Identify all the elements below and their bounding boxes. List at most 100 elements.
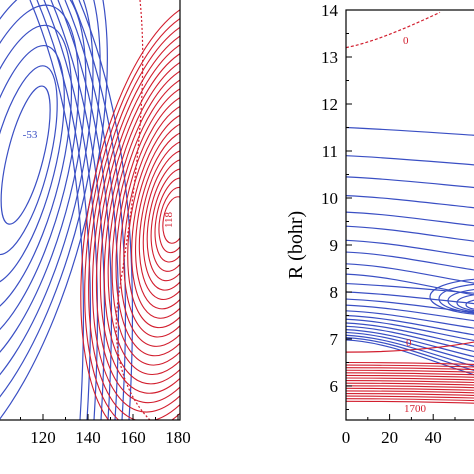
red-contour-line [158, 186, 180, 254]
blue-contour-line [0, 0, 108, 420]
red-contour-line [138, 139, 180, 301]
blue-contour-line [0, 0, 94, 408]
blue-contour-line [429, 278, 474, 315]
blue-contour-line [78, 0, 134, 420]
right-y-tick-label: 11 [322, 142, 338, 161]
blue-contour-line [346, 126, 474, 136]
blue-contour-line [346, 291, 474, 305]
right-x-tick-label: 40 [425, 428, 442, 447]
red-contour-line [154, 177, 180, 263]
red-contour-line [131, 121, 180, 319]
blue-contour-line [346, 239, 474, 258]
left-x-tick-label: 180 [165, 428, 191, 447]
red-contour-line [162, 196, 180, 244]
contour-label-1700: 1700 [404, 403, 427, 415]
blue-contour-line [346, 282, 474, 294]
blue-contour-line [346, 304, 474, 322]
red-contour-line [346, 367, 474, 371]
right-y-tick-label: 8 [330, 283, 339, 302]
blue-contour-line [456, 294, 474, 312]
blue-contour-line [346, 251, 474, 271]
red-contour-line [346, 382, 474, 386]
red-contour-line [150, 168, 180, 272]
blue-contour-line [0, 65, 58, 256]
right-contour-lines [346, 11, 474, 404]
y-axis-label: R (bohr) [285, 211, 307, 279]
blue-contour-line [346, 318, 474, 342]
blue-contour-line [346, 339, 474, 376]
red-contour-line [99, 46, 180, 394]
red-contour-line [142, 149, 180, 291]
red-contour-line [88, 18, 180, 420]
right-contour-panel: 0 20 40 6 7 8 9 10 11 12 13 14 R (bohr) 0 0 1700 [285, 1, 474, 447]
right-y-axis: 6 7 8 9 10 11 12 13 14 [321, 1, 352, 410]
left-contour-panel: 120 140 160 180 -53 118 [0, 0, 191, 447]
blue-contour-line [447, 289, 474, 313]
red-contour-line [80, 0, 180, 420]
blue-contour-line [438, 283, 474, 314]
red-contour-line [346, 372, 474, 376]
red-contour-line [346, 361, 474, 365]
blue-contour-line [346, 314, 474, 336]
red-contour-line [346, 385, 474, 389]
red-contour-line [119, 93, 180, 347]
blue-contour-line [346, 155, 474, 166]
blue-contour-line [0, 24, 73, 317]
left-x-tick-label: 140 [75, 428, 101, 447]
left-plot-frame [0, 0, 181, 421]
contour-label-118: 118 [163, 211, 175, 228]
red-contour-line [84, 8, 180, 420]
right-x-axis: 0 20 40 [342, 414, 456, 447]
red-contour-line [103, 55, 180, 385]
left-x-axis: 120 140 160 180 [20, 414, 191, 447]
left-x-tick-label: 160 [120, 428, 146, 447]
red-contour-line [134, 130, 180, 310]
left-x-tick-label: 120 [30, 428, 56, 447]
left-contour-lines [0, 0, 180, 420]
red-contour-line [346, 400, 474, 404]
contour-label-zero-top: 0 [403, 35, 409, 47]
blue-contour-line [0, 0, 87, 377]
red-contour-line [346, 374, 474, 378]
blue-contour-line [346, 325, 474, 353]
blue-contour-line [346, 176, 474, 189]
right-y-tick-label: 13 [321, 48, 338, 67]
red-contour-line [346, 398, 474, 402]
right-y-tick-label: 14 [321, 1, 339, 20]
zero-contour-line-top [346, 11, 441, 49]
blue-contour-line [0, 85, 51, 225]
red-contour-line [115, 83, 180, 357]
right-y-tick-label: 12 [321, 95, 338, 114]
blue-contour-line [346, 331, 474, 363]
red-contour-line [146, 158, 180, 282]
red-contour-line [346, 392, 474, 396]
blue-contour-line [346, 334, 474, 367]
red-contour-line [346, 377, 474, 381]
right-y-tick-label: 9 [330, 236, 339, 255]
right-x-tick-label: 0 [342, 428, 351, 447]
red-contour-line [346, 387, 474, 391]
red-contour-line [346, 395, 474, 399]
blue-contour-line [465, 299, 474, 310]
red-contour-line [95, 36, 180, 404]
red-contour-line [91, 27, 180, 413]
blue-contour-line [346, 195, 474, 209]
contour-label-zero-mid: 0 [406, 337, 412, 349]
red-contour-line [346, 369, 474, 373]
red-contour-line [346, 390, 474, 394]
right-y-tick-label: 10 [321, 189, 338, 208]
red-contour-line [111, 74, 180, 366]
contour-label-neg53: -53 [23, 129, 38, 141]
red-contour-line [346, 364, 474, 368]
blue-contour-line [0, 4, 80, 347]
blue-contour-line [0, 0, 101, 420]
zero-contour-line-mid [346, 341, 474, 353]
right-y-tick-label: 7 [330, 330, 339, 349]
red-contour-line [107, 64, 180, 376]
red-contour-line [127, 111, 180, 329]
blue-contour-line [346, 310, 474, 329]
right-x-tick-label: 20 [381, 428, 398, 447]
right-y-tick-label: 6 [330, 377, 339, 396]
red-contour-line [346, 380, 474, 384]
